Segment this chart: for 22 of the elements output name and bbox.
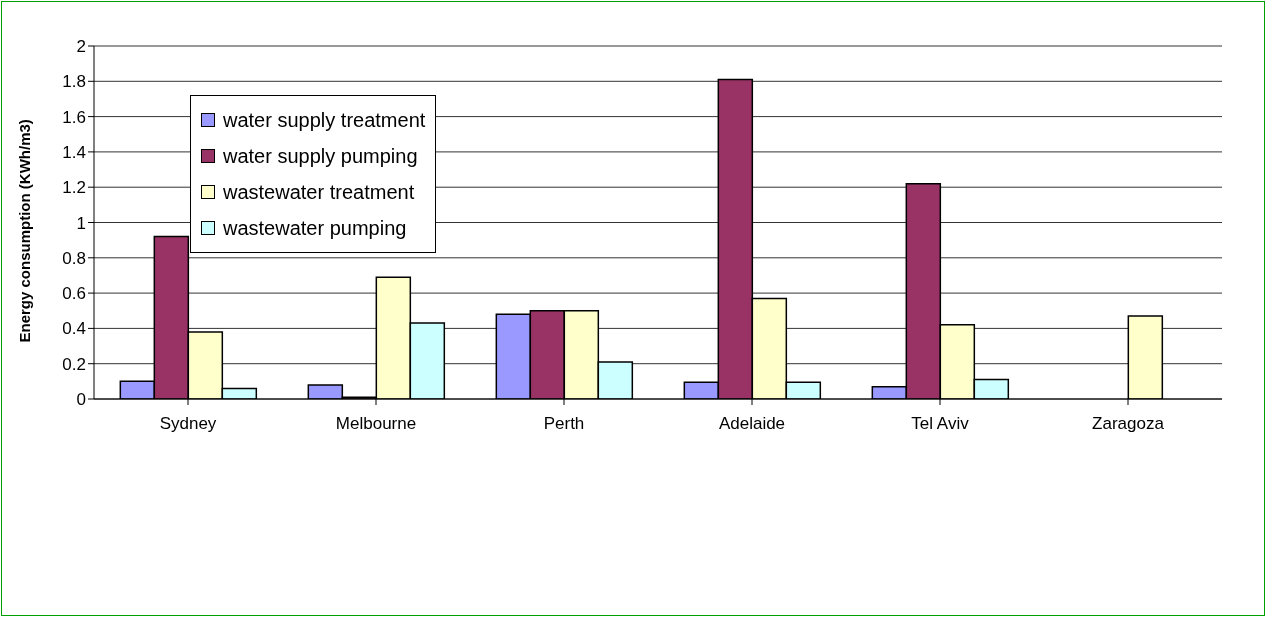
y-tick-label: 0.6 xyxy=(62,284,86,304)
x-tick-label: Zaragoza xyxy=(1092,414,1165,434)
y-tick-label: 1.4 xyxy=(62,142,86,162)
x-tick-label: Tel Aviv xyxy=(911,414,970,434)
x-tick-label: Melbourne xyxy=(335,414,417,434)
y-tick-label: 0.2 xyxy=(62,354,86,374)
x-tick-label: Sydney xyxy=(159,414,217,434)
y-tick-label: 1.8 xyxy=(62,72,86,92)
legend-label: wastewater pumping xyxy=(222,216,408,241)
y-tick-label: 1 xyxy=(76,213,86,233)
legend-label: wastewater treatment xyxy=(222,180,416,205)
y-tick-label: 1.2 xyxy=(62,178,86,198)
y-axis-title: Energy consumption (KWh/m3) xyxy=(16,119,34,343)
x-tick-label: Perth xyxy=(543,414,585,434)
x-tick-label: Adelaide xyxy=(718,414,786,434)
y-tick-label: 0.4 xyxy=(62,319,86,339)
legend-label: water supply pumping xyxy=(222,144,419,169)
y-tick-label: 0 xyxy=(76,390,86,410)
legend-label: water supply treatment xyxy=(222,108,426,133)
y-tick-label: 0.8 xyxy=(62,248,86,268)
y-tick-label: 2 xyxy=(76,37,86,57)
y-tick-label: 1.6 xyxy=(62,107,86,127)
